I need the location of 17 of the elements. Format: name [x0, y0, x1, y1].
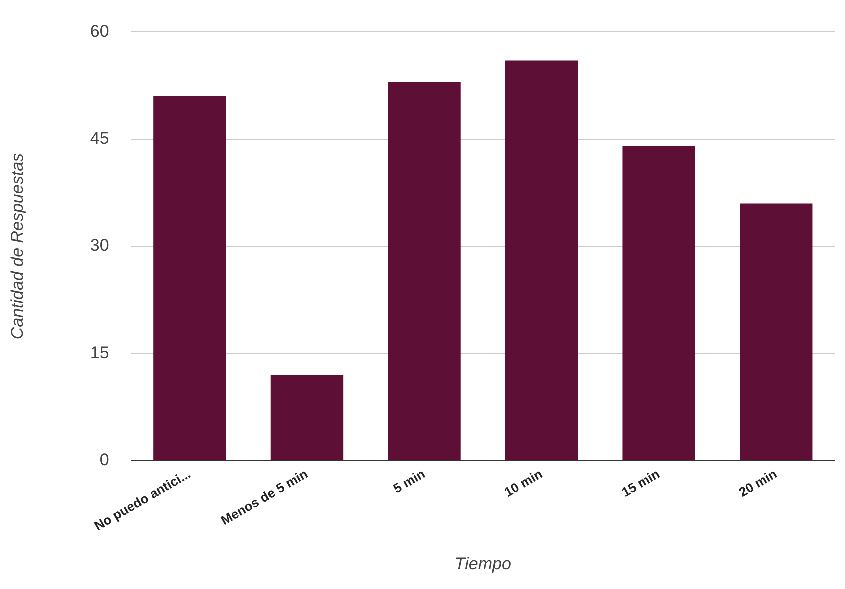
bar [154, 96, 226, 460]
x-tick-label: 20 min [736, 466, 780, 500]
y-tick-label: 45 [90, 129, 110, 148]
y-axis-title: Cantidad de Respuestas [8, 152, 27, 340]
x-tick-label: 15 min [619, 466, 662, 500]
y-tick-label: 30 [90, 236, 110, 256]
bar [740, 204, 813, 460]
y-tick-label: 0 [100, 450, 110, 470]
bar [505, 60, 578, 460]
bar [622, 146, 696, 460]
x-axis-title: Tiempo [454, 554, 512, 574]
y-tick-label: 60 [90, 22, 110, 41]
y-tick-label: 15 [90, 343, 110, 362]
bar [388, 82, 461, 460]
x-tick-label: 10 min [502, 466, 546, 500]
bar [270, 375, 344, 460]
x-tick-label: 5 min [390, 466, 428, 496]
